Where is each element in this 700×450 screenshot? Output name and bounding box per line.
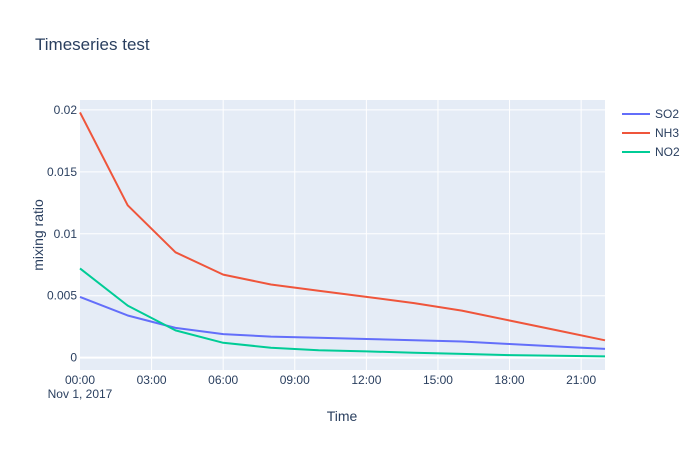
x-tick-label: 21:00: [566, 373, 596, 387]
x-tick-label: 09:00: [280, 373, 310, 387]
series-line-nh3: [79, 111, 606, 342]
x-tick-label: 15:00: [423, 373, 453, 387]
x-tick-label: 12:00: [351, 373, 381, 387]
gridlines: [80, 100, 605, 370]
chart-title: Timeseries test: [35, 35, 150, 54]
y-tick-label: 0.02: [54, 103, 78, 117]
legend-entry-nh3: NH3: [655, 126, 679, 140]
x-tick-label: 00:00: [65, 373, 95, 387]
x-axis-ticks: 00:00 03:00 06:00 09:00 12:00 15:00 18:00 21:00: [65, 373, 596, 387]
series-line-no2: [79, 267, 606, 358]
y-tick-label: 0.01: [54, 227, 78, 241]
y-tick-label: 0: [70, 351, 77, 365]
x-axis-date-label: Nov 1, 2017: [48, 387, 113, 401]
y-tick-label: 0.015: [47, 165, 77, 179]
x-tick-label: 06:00: [208, 373, 238, 387]
y-axis-ticks: 0 0.005 0.01 0.015 0.02: [47, 103, 77, 365]
x-tick-label: 18:00: [495, 373, 525, 387]
y-axis-title: mixing ratio: [30, 199, 46, 271]
x-axis-title: Time: [327, 408, 358, 424]
x-tick-label: 03:00: [137, 373, 167, 387]
legend-entry-no2: NO2: [655, 145, 680, 159]
y-tick-label: 0.005: [47, 289, 77, 303]
legend: SO2 NH3 NO2: [622, 107, 680, 159]
legend-entry-so2: SO2: [655, 107, 679, 121]
series-lines: [79, 111, 606, 358]
